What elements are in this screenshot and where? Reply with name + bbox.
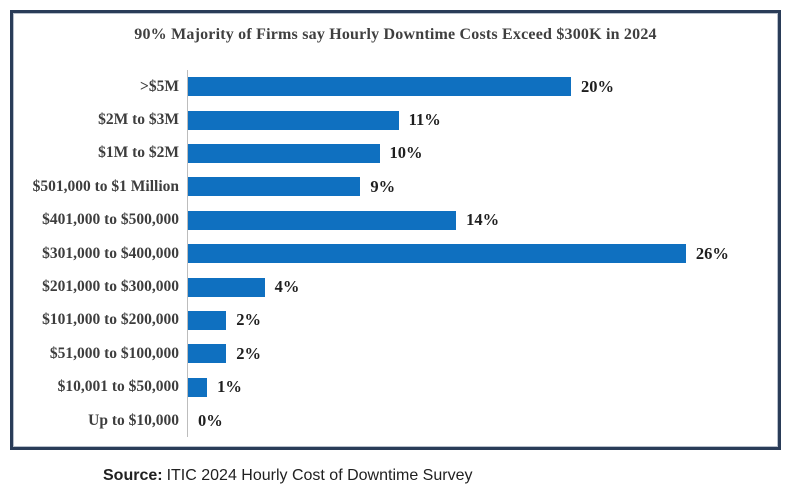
bar-track: 20%	[187, 70, 774, 104]
bar	[188, 377, 208, 397]
value-label: 11%	[408, 110, 441, 130]
category-label: >$5M	[140, 77, 179, 95]
bar	[188, 344, 227, 364]
bar	[188, 77, 571, 97]
value-label: 2%	[236, 343, 262, 363]
chart-frame: 90% Majority of Firms say Hourly Downtim…	[10, 10, 781, 450]
bar-track: 2%	[187, 337, 774, 371]
bar	[188, 143, 380, 163]
chart-row: Up to $10,000 0%	[13, 403, 774, 438]
value-label: 26%	[695, 243, 729, 263]
category-label: $10,001 to $50,000	[57, 378, 179, 396]
value-label: 9%	[370, 176, 396, 196]
bar-track: 1%	[187, 370, 774, 404]
category-label: $201,000 to $300,000	[42, 278, 179, 296]
chart-row: $101,000 to $200,000 2%	[13, 303, 774, 338]
chart-row: $10,001 to $50,000 1%	[13, 370, 774, 404]
value-label: 14%	[466, 210, 500, 230]
bar-track: 26%	[187, 236, 774, 271]
category-label: $101,000 to $200,000	[42, 311, 179, 329]
category-label: $401,000 to $500,000	[42, 211, 179, 229]
bar	[188, 244, 686, 264]
bar-track: 11%	[187, 103, 774, 137]
bar-track: 10%	[187, 136, 774, 171]
value-label: 20%	[581, 76, 614, 96]
category-label: $301,000 to $400,000	[42, 244, 179, 262]
chart-title: 90% Majority of Firms say Hourly Downtim…	[134, 26, 657, 43]
bar-track: 2%	[187, 303, 774, 338]
category-label: $2M to $3M	[98, 111, 179, 129]
bar-track: 9%	[187, 170, 774, 204]
chart-row: >$5M 20%	[13, 70, 774, 104]
bar	[188, 210, 457, 230]
bar	[188, 177, 361, 197]
bar	[188, 277, 265, 297]
bar-track: 4%	[187, 270, 774, 304]
bar	[188, 110, 399, 130]
source-text: ITIC 2024 Hourly Cost of Downtime Survey	[166, 467, 473, 484]
plot-area: >$5M 20% $2M to $3M 11% $1M to $2M 10% $501,00…	[13, 70, 774, 438]
chart-row: $401,000 to $500,000 14%	[13, 203, 774, 237]
value-label: 4%	[274, 277, 300, 297]
chart-row: $2M to $3M 11%	[13, 103, 774, 137]
chart-row: $51,000 to $100,000 2%	[13, 337, 774, 371]
chart-row: $1M to $2M 10%	[13, 136, 774, 171]
bar-track: 0%	[187, 403, 774, 438]
chart-row: $501,000 to $1 Million 9%	[13, 170, 774, 204]
chart-row: $201,000 to $300,000 4%	[13, 270, 774, 304]
chart-row: $301,000 to $400,000 26%	[13, 236, 774, 271]
category-label: $1M to $2M	[98, 144, 179, 162]
source-label: Source:	[103, 467, 163, 484]
value-label: 10%	[389, 143, 423, 163]
category-label: $51,000 to $100,000	[49, 344, 179, 362]
value-label: 2%	[236, 310, 262, 330]
category-label: Up to $10,000	[88, 411, 179, 429]
source-caption: Source: ITIC 2024 Hourly Cost of Downtime…	[103, 467, 472, 485]
value-label: 0%	[198, 410, 223, 430]
value-label: 1%	[217, 377, 242, 397]
category-label: $501,000 to $1 Million	[32, 177, 179, 195]
bar	[188, 310, 227, 330]
bar-track: 14%	[187, 203, 774, 237]
